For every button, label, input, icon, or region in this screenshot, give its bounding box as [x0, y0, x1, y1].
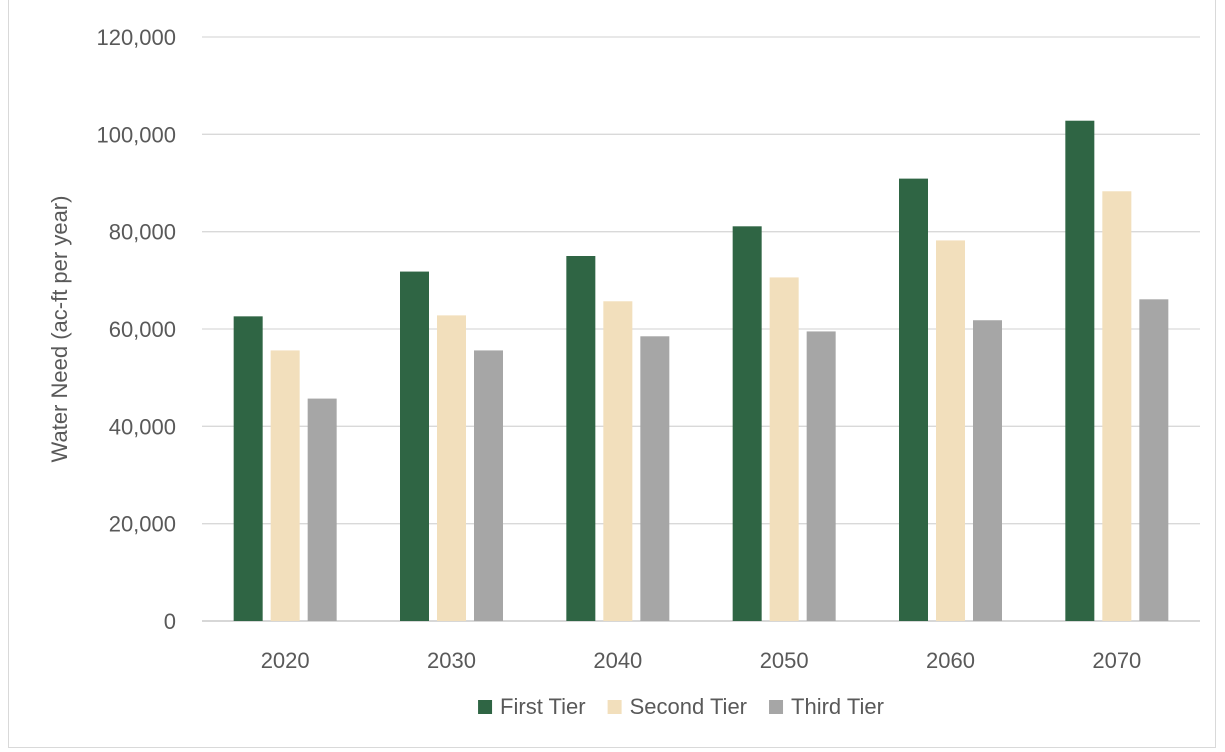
x-tick-label: 2050 — [760, 648, 809, 673]
bar-third-tier-2030 — [474, 350, 503, 621]
bar-first-tier-2020 — [233, 316, 263, 621]
bar-first-tier-2070 — [1065, 120, 1095, 621]
y-tick-label: 100,000 — [96, 122, 176, 147]
bar-second-tier-2060 — [936, 240, 965, 621]
x-tick-label: 2070 — [1092, 648, 1141, 673]
bar-first-tier-2050 — [732, 226, 762, 621]
legend-swatch — [607, 700, 622, 714]
bar-second-tier-2070 — [1102, 191, 1132, 622]
bar-third-tier-2060 — [973, 320, 1002, 621]
bar-second-tier-2020 — [270, 350, 300, 621]
bar-third-tier-2020 — [307, 398, 337, 621]
bar-third-tier-2040 — [640, 336, 670, 621]
bar-third-tier-2050 — [806, 331, 836, 621]
y-tick-label: 0 — [164, 609, 176, 634]
x-tick-label: 2030 — [427, 648, 476, 673]
x-tick-label: 2060 — [926, 648, 975, 673]
y-tick-label: 20,000 — [109, 512, 176, 537]
bar-first-tier-2030 — [400, 271, 429, 621]
bar-third-tier-2070 — [1139, 299, 1169, 621]
bar-first-tier-2060 — [899, 178, 928, 621]
bar-second-tier-2050 — [769, 277, 799, 621]
legend-label: Third Tier — [791, 694, 884, 719]
y-tick-label: 80,000 — [109, 220, 176, 245]
legend-swatch — [478, 700, 493, 714]
y-axis-title: Water Need (ac-ft per year) — [47, 196, 72, 463]
y-tick-label: 60,000 — [109, 317, 176, 342]
y-tick-label: 40,000 — [109, 414, 176, 439]
legend-label: First Tier — [500, 694, 586, 719]
bar-first-tier-2040 — [566, 256, 596, 621]
x-tick-label: 2020 — [261, 648, 310, 673]
legend-swatch — [769, 700, 784, 714]
x-tick-label: 2040 — [593, 648, 642, 673]
legend-label: Second Tier — [630, 694, 747, 719]
bar-second-tier-2040 — [603, 301, 633, 621]
bar-second-tier-2030 — [437, 315, 466, 621]
y-tick-label: 120,000 — [96, 25, 176, 50]
